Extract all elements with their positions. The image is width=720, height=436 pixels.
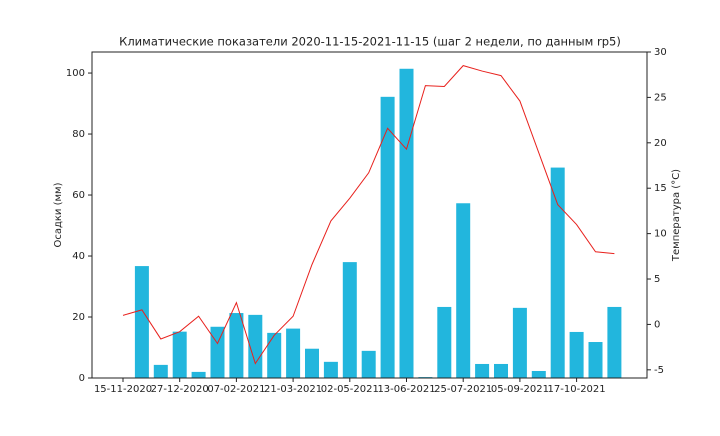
bar [531,370,546,378]
y-axis-label: Осадки (мм) [53,182,64,247]
x-tick-label: 21-03-2021 [264,384,322,395]
y-tick-label: 0 [79,373,85,384]
bar [380,96,395,379]
y2-tick-label: 0 [654,319,660,330]
bar [248,314,263,378]
bar [512,307,527,378]
bar [267,332,282,378]
bar [172,331,187,378]
bar [494,363,508,378]
chart-title: Климатические показатели 2020-11-15-2021… [119,35,621,49]
x-tick-label: 13-06-2021 [377,384,435,395]
y-tick-label: 80 [72,129,85,140]
bar [229,313,244,378]
bar [134,266,149,378]
x-tick-label: 15-11-2020 [94,384,152,395]
y-tick-label: 40 [72,251,85,262]
x-tick-label: 05-09-2021 [491,384,549,395]
y2-tick-label: 20 [654,138,667,149]
bar [305,348,319,378]
y2-tick-label: 10 [654,229,667,240]
y2-axis-label: Температура (°C) [671,169,682,262]
temperature-line [122,65,615,365]
bar [191,371,206,378]
y-tick-label: 100 [66,68,85,79]
bar [323,361,338,378]
bar [342,262,357,378]
bar [286,328,301,378]
bar [550,167,565,378]
y2-tick-label: 5 [654,274,660,285]
bar [210,326,225,378]
y-tick-label: 20 [72,312,85,323]
bar [361,350,376,378]
y2-tick-label: 15 [654,183,667,194]
y2-tick-label: 30 [654,47,667,58]
y2-tick-label: 25 [654,92,667,103]
bar [588,342,603,378]
bar [437,306,452,378]
plot-frame [91,51,648,379]
bar [456,203,471,378]
bar [569,331,584,378]
bar [153,364,168,378]
x-tick-label: 02-05-2021 [321,384,379,395]
x-tick-label: 17-10-2021 [548,384,606,395]
x-tick-label: 25-07-2021 [434,384,492,395]
bar [475,363,490,378]
bar [607,306,622,378]
y2-tick-label: -5 [654,365,664,376]
y-tick-label: 60 [72,190,85,201]
bar [399,68,414,379]
x-tick-label: 07-02-2021 [207,384,265,395]
x-tick-label: 27-12-2020 [151,384,209,395]
